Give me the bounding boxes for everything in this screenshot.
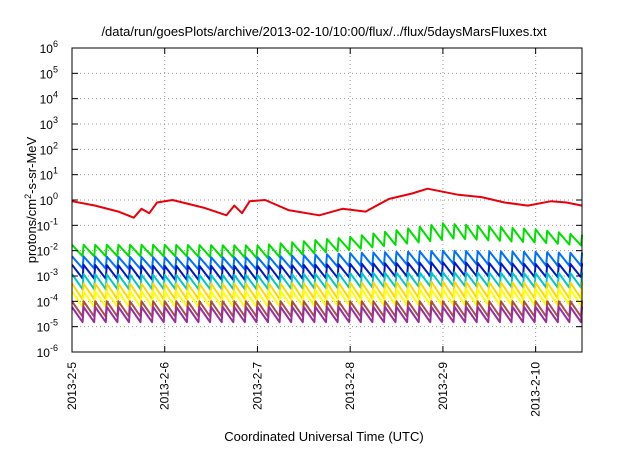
series-line-1 bbox=[71, 187, 583, 219]
y-tick-label: 10-4 bbox=[37, 292, 58, 309]
y-tick-label: 10-1 bbox=[37, 216, 58, 233]
series-line-8 bbox=[71, 300, 583, 318]
series-layer bbox=[71, 187, 583, 324]
x-tick-label: 2013-2-5 bbox=[65, 362, 79, 410]
y-tick-label: 10-5 bbox=[37, 318, 58, 335]
x-tick-label: 2013-2-7 bbox=[250, 362, 264, 410]
y-tick-label: 106 bbox=[40, 39, 58, 56]
x-tick-label: 2013-2-8 bbox=[343, 362, 357, 410]
y-tick-label: 10-3 bbox=[37, 267, 58, 284]
axis-ticks bbox=[71, 47, 582, 353]
y-tick-label: 105 bbox=[40, 64, 58, 81]
series-line-2 bbox=[71, 222, 583, 260]
y-tick-label: 100 bbox=[40, 191, 58, 208]
y-axis-title-rest: -s-sr-MeV bbox=[24, 136, 39, 193]
y-tick-label: 101 bbox=[40, 166, 58, 183]
y-tick-label: 103 bbox=[40, 115, 58, 132]
chart-title: /data/run/goesPlots/archive/2013-02-10/1… bbox=[101, 24, 547, 39]
y-tick-label: 102 bbox=[40, 140, 58, 157]
y-tick-label: 104 bbox=[40, 90, 58, 107]
series-line-5 bbox=[71, 271, 583, 291]
y-tick-label: 10-2 bbox=[37, 242, 58, 259]
series-line-7 bbox=[71, 288, 583, 308]
series-line-6 bbox=[71, 280, 583, 301]
x-tick-label: 2013-2-10 bbox=[529, 362, 543, 417]
y-tick-label: 10-6 bbox=[37, 343, 58, 360]
y-axis-title: protons/cm2-s-sr-MeV bbox=[23, 136, 39, 263]
x-tick-label: 2013-2-6 bbox=[158, 362, 172, 410]
x-axis-labels: 2013-2-5 2013-2-6 2013-2-7 2013-2-8 2013-2-9… bbox=[65, 362, 543, 417]
series-line-3 bbox=[71, 249, 583, 271]
x-axis-title: Coordinated Universal Time (UTC) bbox=[224, 429, 423, 444]
y-axis-labels: 10-6 10-5 10-4 10-3 10-2 10-1 100 101 102 103 104 1… bbox=[37, 39, 58, 360]
x-tick-label: 2013-2-9 bbox=[436, 362, 450, 410]
y-axis-title-unit: protons/cm bbox=[24, 199, 39, 263]
y-axis-title-superscript: 2 bbox=[23, 194, 33, 199]
series-line-9 bbox=[71, 306, 583, 324]
series-line-4 bbox=[71, 261, 583, 281]
